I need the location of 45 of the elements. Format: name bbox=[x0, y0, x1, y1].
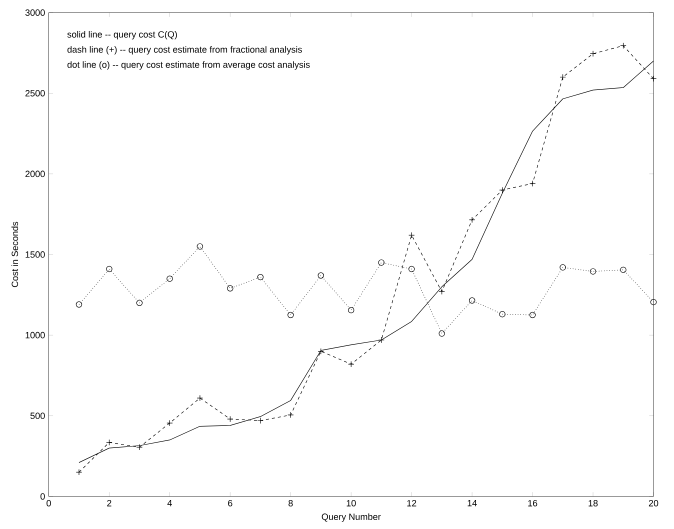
x-tick-label: 12 bbox=[407, 500, 416, 506]
annotation: dot line (o) -- query cost estimate from average cost analysis bbox=[67, 61, 310, 70]
point bbox=[106, 266, 112, 272]
point bbox=[318, 272, 324, 279]
point bbox=[136, 300, 143, 306]
x-tick-label: 10 bbox=[346, 500, 356, 506]
point bbox=[438, 330, 445, 337]
y-tick-label: 2000 bbox=[25, 170, 45, 178]
y-tick-label: 500 bbox=[30, 412, 45, 419]
y-tick-label: 3000 bbox=[25, 9, 45, 16]
point bbox=[560, 264, 566, 270]
point bbox=[106, 439, 112, 446]
point bbox=[408, 266, 415, 272]
point bbox=[196, 243, 204, 250]
y-axis-title: Cost in Seconds bbox=[11, 222, 18, 288]
x-tick-label: 16 bbox=[528, 500, 538, 506]
y-tick-label: 1000 bbox=[26, 332, 45, 338]
point bbox=[257, 274, 264, 280]
x-tick-label: 8 bbox=[288, 500, 293, 506]
point bbox=[590, 268, 596, 274]
x-tick-label: 14 bbox=[468, 500, 477, 506]
x-axis-title: Query Number bbox=[322, 513, 381, 522]
point bbox=[227, 285, 234, 292]
point bbox=[650, 298, 657, 306]
point bbox=[76, 301, 82, 308]
point bbox=[468, 297, 476, 304]
point bbox=[620, 42, 626, 49]
y-tick-label: 0 bbox=[40, 493, 45, 500]
point bbox=[378, 259, 384, 266]
x-tick-label: 0 bbox=[46, 500, 51, 506]
x-tick-label: 18 bbox=[588, 500, 598, 506]
point bbox=[348, 306, 354, 314]
x-tick-label: 20 bbox=[648, 500, 658, 506]
point bbox=[620, 266, 626, 273]
y-tick-label: 1500 bbox=[26, 251, 45, 258]
y-tick-label: 2500 bbox=[25, 90, 45, 96]
annotation: solid line -- query cost C(Q) bbox=[67, 30, 177, 40]
x-tick-label: 2 bbox=[107, 500, 112, 506]
point bbox=[288, 312, 294, 318]
point bbox=[529, 312, 536, 318]
annotation: dash line (+) -- query cost estimate from fractional analysis bbox=[67, 46, 302, 54]
x-tick-label: 6 bbox=[228, 500, 232, 506]
point bbox=[166, 276, 173, 282]
point bbox=[499, 310, 506, 318]
x-tick-label: 4 bbox=[167, 500, 172, 506]
